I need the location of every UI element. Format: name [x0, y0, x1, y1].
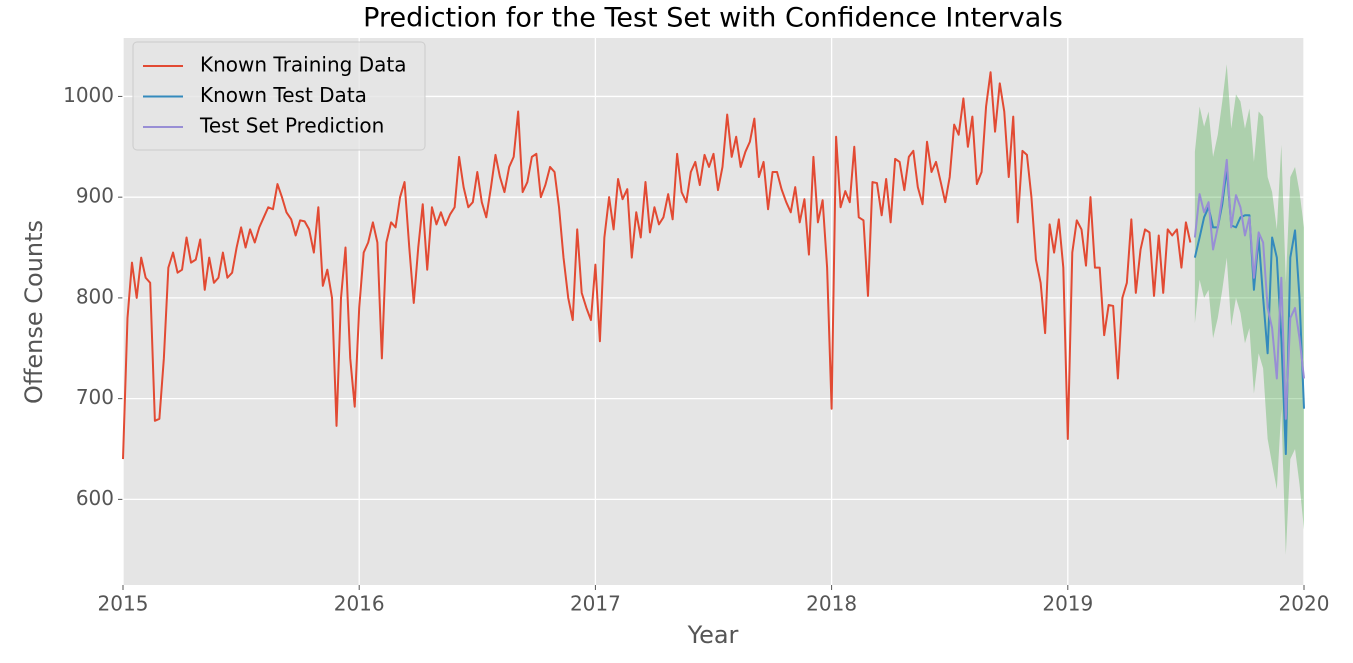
x-tick-label: 2020 — [1279, 592, 1330, 616]
x-tick-label: 2016 — [334, 592, 385, 616]
series-line — [1193, 167, 1305, 456]
x-axis-label: Year — [687, 621, 739, 649]
legend-label: Known Test Data — [200, 83, 367, 107]
confidence-band — [1194, 64, 1304, 555]
y-axis-label: Offense Counts — [20, 220, 48, 404]
x-tick-label: 2015 — [98, 592, 149, 616]
y-tick-label: 800 — [76, 284, 114, 308]
x-tick-label: 2018 — [806, 592, 857, 616]
x-tick-label: 2019 — [1042, 592, 1093, 616]
chart-title: Prediction for the Test Set with Confide… — [363, 3, 1063, 34]
legend-label: Test Set Prediction — [199, 114, 384, 138]
legend-label: Known Training Data — [200, 53, 406, 77]
x-tick-label: 2017 — [570, 592, 621, 616]
y-tick-label: 700 — [76, 385, 114, 409]
legend-box — [132, 41, 426, 151]
series-line — [122, 71, 1192, 460]
series-line — [1193, 158, 1305, 420]
y-tick-label: 600 — [76, 486, 114, 510]
y-tick-label: 1000 — [63, 83, 114, 107]
y-tick-label: 900 — [76, 184, 114, 208]
